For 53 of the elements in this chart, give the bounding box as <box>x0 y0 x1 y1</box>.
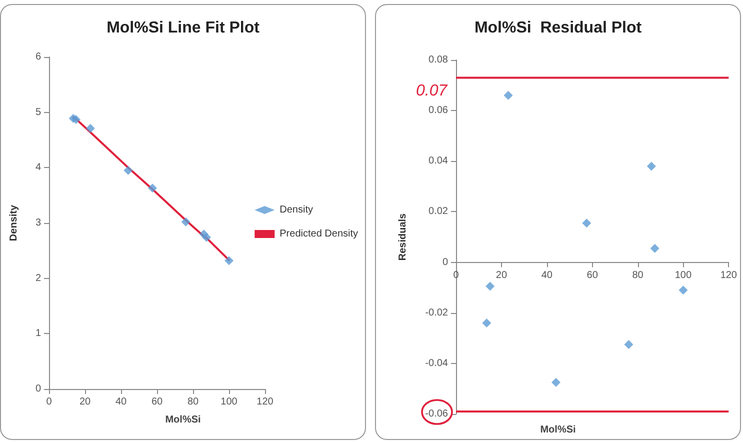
y-tick-label: -0.02 <box>425 307 448 318</box>
y-tick-label: 5 <box>35 106 42 118</box>
point <box>678 286 688 295</box>
x-tick-label: 80 <box>632 270 644 281</box>
y-tick-label: 4 <box>35 162 42 174</box>
x-axis-title: Mol%Si <box>540 424 576 436</box>
y-tick-label: 0.06 <box>428 105 448 116</box>
point <box>650 244 660 253</box>
y-tick-label: 0.08 <box>428 54 448 66</box>
y-tick-label: -0.04 <box>425 358 448 369</box>
x-tick-label: 0 <box>46 396 52 408</box>
point <box>551 378 560 387</box>
legend-label: Density <box>280 204 313 216</box>
chart-title: Mol%Si Line Fit Plot <box>106 20 260 36</box>
x-tick-label: 40 <box>541 270 553 281</box>
point <box>224 256 234 266</box>
point <box>482 318 492 328</box>
x-tick-label: 100 <box>220 396 238 408</box>
point <box>202 232 211 242</box>
x-tick-label: 40 <box>115 396 127 408</box>
point <box>646 162 656 171</box>
x-axis-title: Mol%Si <box>165 414 201 426</box>
x-tick-label: 20 <box>496 270 508 281</box>
x-tick-label: 120 <box>720 270 738 281</box>
y-tick-label: 6 <box>35 52 42 62</box>
point <box>486 282 495 291</box>
point <box>504 90 513 100</box>
y-tick-label: 1 <box>35 328 42 340</box>
y-tick-label: 0 <box>442 256 448 268</box>
point <box>124 166 133 175</box>
legend-label: Predicted Density <box>280 228 358 240</box>
point <box>148 184 157 193</box>
x-tick-label: 80 <box>187 396 199 408</box>
x-tick-label: 60 <box>586 270 598 281</box>
chart-title: Mol%Si Residual Plot <box>474 20 642 36</box>
point <box>624 340 634 349</box>
y-axis-title: Residuals <box>398 212 408 261</box>
text: 0.07 <box>416 82 448 100</box>
point <box>181 217 190 226</box>
x-tick-label: 120 <box>256 396 274 408</box>
y-axis-title: Density <box>8 204 20 242</box>
y-tick-label: 3 <box>35 218 42 228</box>
x-tick-label: 60 <box>151 396 163 408</box>
point <box>582 218 592 228</box>
point <box>72 115 80 124</box>
y-tick-label: 0.04 <box>428 156 448 167</box>
x-tick-label: 20 <box>79 396 91 408</box>
y-tick-label: -0.06 <box>425 408 448 420</box>
y-tick-label: 0 <box>35 384 42 394</box>
x-tick-label: 100 <box>674 270 692 281</box>
y-tick-label: 2 <box>35 272 42 284</box>
point <box>86 124 95 133</box>
y-tick-label: 0.02 <box>428 206 448 218</box>
